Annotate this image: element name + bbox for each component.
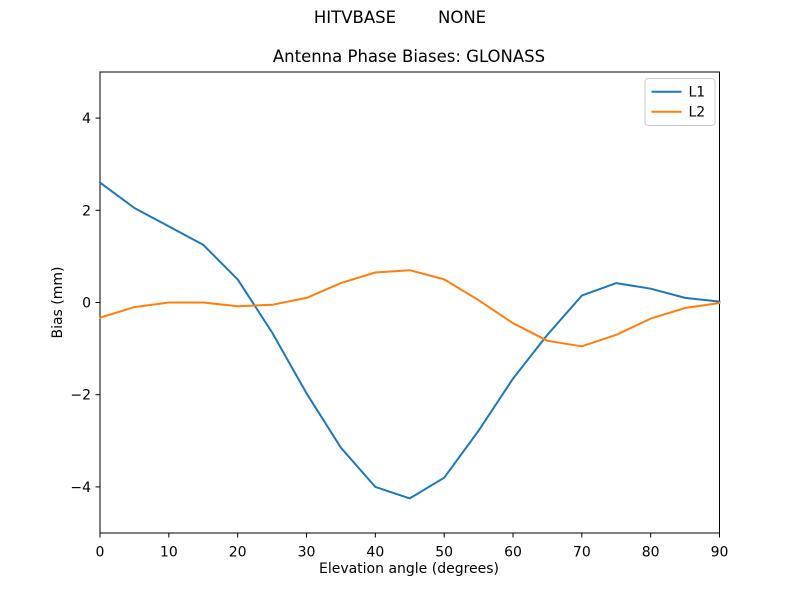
y-tick-label: 4 — [82, 111, 91, 127]
y-tick-label: 0 — [82, 296, 91, 312]
series-layer — [99, 181, 721, 500]
x-tick-label: 30 — [298, 545, 316, 561]
x-axis-label: Elevation angle (degrees) — [319, 561, 499, 577]
chart-title: Antenna Phase Biases: GLONASS — [273, 47, 545, 66]
series-line-L2 — [99, 269, 721, 348]
x-tick-label: 50 — [435, 545, 453, 561]
plot-area: 0 10 20 30 40 50 60 70 80 90 −4 −2 0 2 4 — [70, 71, 729, 561]
series-line-L1 — [99, 181, 721, 500]
x-tick-label: 10 — [160, 545, 178, 561]
x-tick-label: 90 — [711, 545, 729, 561]
y-tick-label: −4 — [70, 480, 91, 496]
legend-label-L1: L1 — [689, 85, 706, 101]
legend-label-L2: L2 — [689, 105, 706, 121]
x-tick-label: 60 — [504, 545, 522, 561]
x-tick-label: 70 — [573, 545, 591, 561]
x-tick-label: 40 — [366, 545, 384, 561]
x-tick-label: 0 — [96, 545, 105, 561]
figure-suptitle: HITVBASE NONE — [314, 8, 486, 27]
legend-box — [644, 78, 716, 126]
y-axis-label: Bias (mm) — [50, 266, 66, 338]
y-tick-label: 2 — [82, 203, 91, 219]
x-tick-label: 20 — [229, 545, 247, 561]
x-tick-label: 80 — [642, 545, 660, 561]
y-tick-label: −2 — [70, 388, 91, 404]
